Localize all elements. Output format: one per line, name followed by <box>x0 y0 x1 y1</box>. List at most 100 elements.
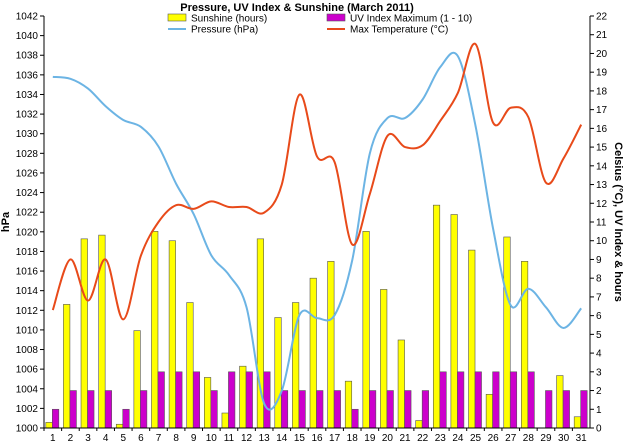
x-tick-label: 12 <box>241 433 253 444</box>
uv-bar-9 <box>192 371 201 429</box>
x-tick-label: 6 <box>138 433 144 444</box>
x-tick-label: 31 <box>576 433 588 444</box>
uv-bar-24 <box>457 371 465 429</box>
uv-bar-12 <box>245 371 253 429</box>
left-tick-label: 1036 <box>16 70 39 81</box>
left-tick-label: 1018 <box>16 247 39 258</box>
uv-bar-6 <box>140 390 148 429</box>
sunshine-bar-27 <box>503 236 511 429</box>
right-tick-label: 9 <box>596 255 602 266</box>
uv-bar-1 <box>52 408 60 429</box>
sunshine-bar-21 <box>397 339 405 429</box>
right-tick-label: 21 <box>596 30 608 41</box>
sunshine-bar-16 <box>309 277 317 429</box>
uv-bar-20 <box>386 390 394 429</box>
sunshine-bar-7 <box>151 231 159 429</box>
x-tick-label: 4 <box>103 433 109 444</box>
sunshine-bar-26 <box>485 393 493 429</box>
sunshine-bar-8 <box>168 240 176 429</box>
left-tick-label: 1030 <box>16 129 39 140</box>
left-tick-label: 1004 <box>16 384 39 395</box>
sunshine-bar-11 <box>221 412 229 429</box>
sunshine-bar-23 <box>432 204 441 429</box>
x-tick-label: 20 <box>382 433 394 444</box>
x-tick-label: 26 <box>488 433 500 444</box>
uv-bar-10 <box>210 390 218 429</box>
x-tick-label: 7 <box>156 433 162 444</box>
line-layer <box>51 43 583 411</box>
sunshine-bar-18 <box>344 380 353 429</box>
x-tick-label: 2 <box>68 433 74 444</box>
x-tick-label: 1 <box>50 433 56 444</box>
sunshine-bar-22 <box>415 420 423 429</box>
sunshine-bar-14 <box>274 317 282 429</box>
uv-bar-15 <box>298 390 306 429</box>
right-tick-label: 8 <box>596 274 602 285</box>
uv-bar-30 <box>562 390 570 429</box>
sunshine-bar-17 <box>327 261 335 429</box>
sunshine-bar-20 <box>380 289 388 429</box>
sunshine-bar-6 <box>133 330 141 429</box>
sunshine-bar-24 <box>450 214 458 429</box>
x-tick-label: 23 <box>435 433 447 444</box>
legend-swatch <box>326 13 346 22</box>
uv-bar-23 <box>439 371 447 429</box>
uv-bar-13 <box>263 371 271 429</box>
x-tick-label: 30 <box>558 433 570 444</box>
x-tick-label: 25 <box>470 433 482 444</box>
x-tick-label: 8 <box>173 433 179 444</box>
left-tick-label: 1002 <box>16 404 39 415</box>
sunshine-bar-28 <box>521 261 529 429</box>
uv-bar-22 <box>421 390 429 429</box>
right-tick-label: 13 <box>596 180 608 191</box>
left-tick-label: 1022 <box>16 208 39 219</box>
uv-bar-18 <box>351 408 359 429</box>
x-tick-label: 14 <box>276 433 288 444</box>
sunshine-bar-9 <box>186 302 194 429</box>
x-tick-label: 5 <box>120 433 126 444</box>
uv-bar-3 <box>87 390 95 429</box>
uv-bar-31 <box>580 390 588 429</box>
right-tick-label: 0 <box>596 424 602 435</box>
max-temperature-line <box>51 43 583 321</box>
sunshine-bar-25 <box>468 249 476 429</box>
sunshine-bar-5 <box>115 423 124 429</box>
x-tick-label: 27 <box>505 433 517 444</box>
legend-label: Sunshine (hours) <box>191 14 267 25</box>
sunshine-bar-3 <box>80 238 88 429</box>
left-tick-label: 1008 <box>16 345 39 356</box>
bar-layer <box>45 204 588 429</box>
x-tick-label: 10 <box>206 433 218 444</box>
uv-bar-17 <box>333 390 341 429</box>
uv-bar-28 <box>527 371 535 429</box>
sunshine-bar-12 <box>239 365 247 429</box>
legend-label: UV Index Maximum (1 - 10) <box>350 14 472 25</box>
right-tick-label: 19 <box>596 68 608 79</box>
right-tick-label: 18 <box>596 86 608 97</box>
right-tick-label: 20 <box>596 49 608 60</box>
uv-bar-19 <box>369 390 377 429</box>
left-tick-label: 1024 <box>16 188 39 199</box>
x-tick-label: 3 <box>85 433 91 444</box>
x-tick-label: 17 <box>329 433 341 444</box>
right-tick-label: 11 <box>596 218 607 229</box>
left-tick-label: 1006 <box>16 365 39 376</box>
left-tick-label: 1020 <box>16 227 39 238</box>
right-tick-label: 2 <box>596 386 602 397</box>
left-tick-label: 1026 <box>16 168 39 179</box>
x-tick-label: 22 <box>417 433 429 444</box>
right-tick-label: 22 <box>596 12 608 23</box>
legend-label: Pressure (hPa) <box>191 25 258 36</box>
left-tick-label: 1016 <box>16 267 39 278</box>
sunshine-bar-10 <box>204 377 212 429</box>
right-tick-label: 12 <box>596 199 608 210</box>
left-axis-label: hPa <box>0 211 12 232</box>
left-tick-label: 1040 <box>16 31 39 42</box>
x-tick-label: 19 <box>364 433 376 444</box>
right-tick-label: 5 <box>596 330 602 341</box>
sunshine-bar-30 <box>556 375 564 429</box>
uv-bar-26 <box>492 371 500 429</box>
uv-bar-29 <box>545 390 553 429</box>
right-tick-label: 10 <box>596 236 608 247</box>
